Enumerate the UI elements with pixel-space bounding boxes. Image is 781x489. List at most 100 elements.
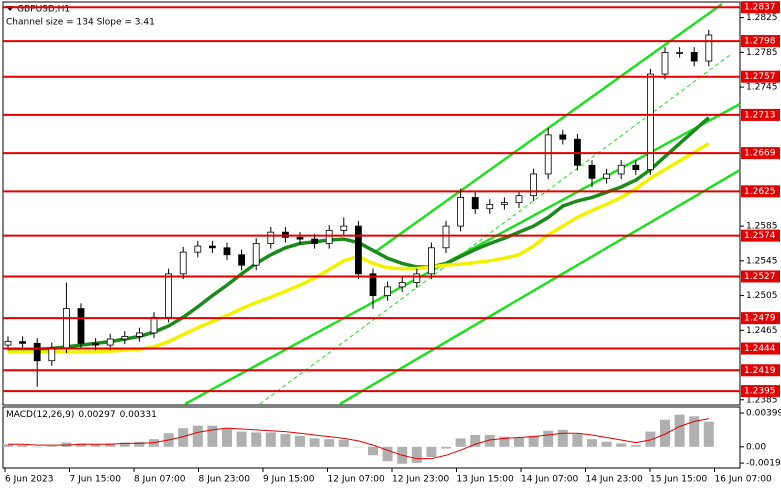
macd-bar bbox=[689, 416, 700, 447]
candle-body bbox=[238, 254, 246, 266]
level-label: 1.2527 bbox=[744, 272, 776, 282]
price-frame bbox=[2, 1, 741, 406]
candle-body bbox=[77, 308, 85, 344]
candle-body bbox=[632, 164, 640, 171]
candle-body bbox=[208, 245, 216, 249]
macd-bar bbox=[645, 431, 656, 447]
level-label: 1.2574 bbox=[744, 231, 776, 241]
macd-bar bbox=[222, 428, 232, 447]
macd-title: MACD(12,26,9) 0.00297 0.00331 bbox=[6, 410, 157, 420]
level-label-box bbox=[741, 312, 780, 325]
level-label-box bbox=[741, 70, 780, 83]
macd-bar bbox=[557, 429, 568, 447]
macd-signal-value: 0.00331 bbox=[120, 410, 157, 420]
macd-bar bbox=[265, 432, 276, 447]
candle-body bbox=[515, 195, 523, 204]
candle-body bbox=[223, 247, 231, 256]
candle-body bbox=[500, 202, 508, 205]
macd-y-tick-label: 0.00399 bbox=[746, 409, 781, 419]
level-label: 1.2757 bbox=[744, 72, 776, 82]
level-label-box bbox=[741, 1, 780, 14]
macd-bar bbox=[660, 419, 670, 447]
x-tick-label: 6 Jun 2023 bbox=[5, 475, 53, 485]
y-tick-label: 1.2585 bbox=[746, 222, 778, 232]
x-tick-label: 13 Jun 15:00 bbox=[457, 475, 514, 485]
level-label-box bbox=[741, 108, 780, 121]
macd-bar bbox=[499, 436, 510, 447]
candle-body bbox=[603, 173, 610, 179]
macd-bar bbox=[543, 430, 554, 447]
candle-body bbox=[48, 347, 56, 362]
macd-bar bbox=[236, 431, 247, 447]
x-tick-label: 12 Jun 23:00 bbox=[392, 475, 449, 485]
candle-body bbox=[194, 245, 202, 253]
macd-bar bbox=[616, 443, 627, 447]
macd-bar bbox=[674, 414, 685, 447]
candle-body bbox=[121, 335, 129, 340]
candle-body bbox=[647, 73, 654, 171]
macd-y-tick-label: 0.00 bbox=[746, 442, 766, 452]
channel-lower bbox=[339, 168, 741, 406]
candle-body bbox=[106, 338, 114, 346]
macd-bar bbox=[76, 443, 86, 447]
level-label: 1.2669 bbox=[744, 149, 776, 159]
candle-body bbox=[311, 238, 319, 244]
macd-bar bbox=[455, 438, 466, 447]
macd-bar bbox=[295, 435, 305, 447]
macd-bar bbox=[441, 446, 451, 449]
macd-y-tick-label: -0.00192 bbox=[746, 459, 781, 469]
macd-bar bbox=[324, 439, 335, 447]
macd-bar bbox=[484, 434, 495, 447]
candle-body bbox=[354, 225, 362, 275]
level-label: 1.2419 bbox=[744, 366, 776, 376]
x-tick-label: 9 Jun 15:00 bbox=[263, 475, 315, 485]
macd-bar bbox=[32, 446, 43, 448]
level-label: 1.2625 bbox=[744, 187, 776, 197]
level-label: 1.2798 bbox=[744, 37, 776, 47]
candle-body bbox=[486, 203, 494, 210]
macd-bar bbox=[528, 435, 539, 447]
macd-bar bbox=[572, 434, 583, 447]
level-label-box bbox=[741, 147, 780, 160]
macd-frame bbox=[2, 406, 741, 469]
macd-bar bbox=[17, 445, 28, 447]
candle-body bbox=[296, 236, 304, 240]
macd-bar bbox=[46, 445, 57, 447]
x-tick-label: 14 Jun 23:00 bbox=[586, 475, 643, 485]
macd-bar bbox=[192, 425, 203, 447]
macd-bar bbox=[178, 428, 189, 447]
level-label-box bbox=[741, 229, 780, 242]
x-tick-label: 15 Jun 15:00 bbox=[650, 475, 707, 485]
macd-bar bbox=[411, 446, 422, 463]
level-label-box bbox=[741, 342, 780, 355]
chart-subtitle: Channel size = 134 Slope = 3.41 bbox=[6, 18, 155, 28]
candle-body bbox=[252, 243, 260, 266]
y-tick-label: 1.2785 bbox=[746, 48, 778, 58]
candle-body bbox=[544, 134, 552, 175]
candle-body bbox=[33, 342, 41, 362]
candle-body bbox=[427, 247, 435, 275]
macd-bar bbox=[105, 443, 116, 447]
x-tick-label: 8 Jun 23:00 bbox=[199, 475, 251, 485]
candle-body bbox=[442, 225, 450, 249]
y-tick-label: 1.2825 bbox=[746, 13, 778, 23]
candle-body bbox=[530, 173, 537, 197]
candle-body bbox=[63, 308, 70, 349]
level-label-box bbox=[741, 35, 780, 48]
level-label: 1.2444 bbox=[744, 344, 776, 354]
candle-body bbox=[457, 197, 465, 227]
macd-bar bbox=[470, 434, 481, 447]
macd-value: 0.00297 bbox=[78, 410, 115, 420]
macd-bar bbox=[601, 441, 612, 447]
x-tick-label: 14 Jun 07:00 bbox=[521, 475, 578, 485]
macd-bar bbox=[134, 441, 145, 447]
candle-body bbox=[165, 273, 173, 318]
y-tick-label: 1.2385 bbox=[746, 395, 778, 405]
macd-bar bbox=[587, 439, 597, 447]
macd-bar bbox=[426, 446, 437, 457]
level-label-box bbox=[741, 385, 780, 398]
macd-bar bbox=[3, 444, 13, 447]
x-tick-label: 8 Jun 07:00 bbox=[134, 475, 186, 485]
candle-body bbox=[384, 286, 392, 296]
